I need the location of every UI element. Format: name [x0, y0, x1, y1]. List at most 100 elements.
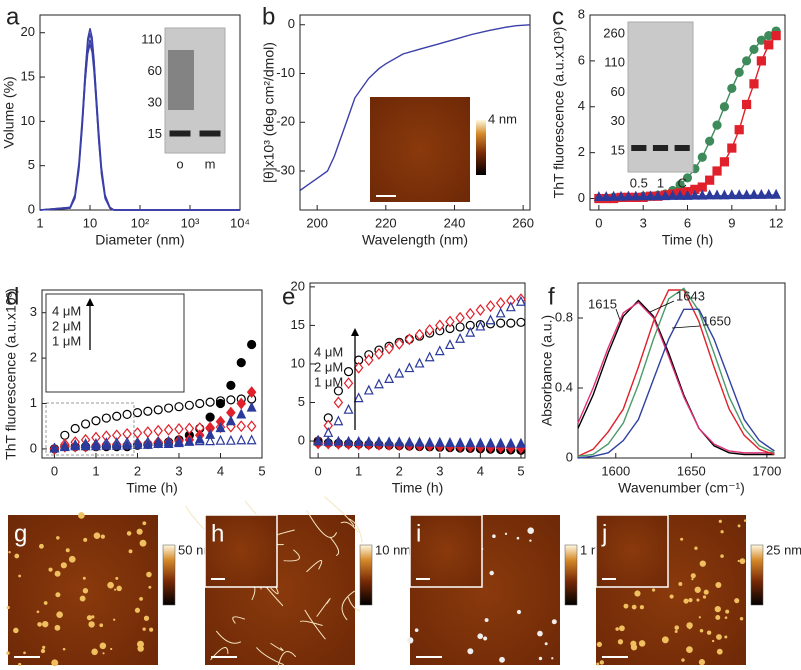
- y-tick-label: 15: [291, 317, 305, 332]
- marker: [719, 157, 730, 167]
- particle: [128, 549, 133, 554]
- marker: [505, 301, 516, 312]
- particle: [743, 519, 747, 522]
- particle: [18, 574, 22, 578]
- marker: [667, 189, 678, 200]
- particle: [82, 576, 86, 580]
- marker: [143, 426, 153, 439]
- marker: [771, 31, 781, 41]
- marker: [343, 435, 354, 446]
- colorbar: [476, 120, 486, 175]
- marker: [174, 437, 184, 448]
- particle: [699, 629, 704, 633]
- marker: [226, 380, 236, 390]
- ladder-label: 30: [148, 94, 162, 109]
- x-axis-label: Time (h): [392, 480, 444, 496]
- marker: [638, 190, 649, 201]
- particle: [414, 628, 419, 633]
- particle: [537, 630, 543, 637]
- marker: [174, 402, 184, 412]
- particle: [39, 543, 44, 549]
- particle: [18, 662, 22, 666]
- marker: [741, 99, 752, 110]
- marker: [697, 189, 708, 200]
- particle: [36, 610, 40, 614]
- marker: [608, 190, 619, 201]
- y-tick-label: 8: [578, 6, 585, 21]
- marker: [333, 415, 344, 426]
- particle: [617, 639, 624, 645]
- panel-letter: b: [262, 3, 275, 30]
- particle: [634, 590, 641, 597]
- fibril: [348, 518, 363, 543]
- lane-label: o: [176, 156, 183, 171]
- marker: [475, 304, 486, 316]
- marker: [727, 143, 737, 153]
- colorbar-label: 25 nm: [766, 542, 801, 557]
- panel-letter: i: [416, 520, 421, 547]
- marker: [205, 412, 215, 422]
- particle: [551, 657, 554, 660]
- x-tick-label: 1700: [752, 463, 781, 478]
- x-tick-label: 6: [684, 215, 691, 230]
- leader-line: [671, 325, 701, 329]
- particle: [88, 621, 95, 628]
- marker: [404, 362, 415, 373]
- marker: [763, 188, 774, 199]
- marker: [60, 430, 70, 440]
- y-tick-label: -10: [276, 65, 295, 80]
- marker: [236, 358, 246, 368]
- marker: [205, 428, 216, 439]
- marker: [90, 440, 101, 451]
- marker: [164, 403, 174, 413]
- particle: [615, 627, 619, 631]
- marker: [652, 190, 663, 201]
- marker: [323, 426, 334, 437]
- marker: [184, 422, 195, 435]
- particle: [538, 656, 543, 661]
- marker: [455, 332, 466, 343]
- series-line: [577, 287, 775, 457]
- particle: [6, 605, 10, 610]
- particle: [115, 576, 119, 580]
- particle: [596, 662, 600, 666]
- marker: [485, 437, 496, 448]
- panel-letter: d: [6, 283, 19, 310]
- particle: [716, 634, 722, 640]
- particle: [499, 656, 505, 663]
- marker: [697, 152, 707, 162]
- y-tick-label: 4: [578, 98, 585, 113]
- particle: [99, 642, 107, 650]
- marker: [246, 401, 257, 412]
- marker: [194, 433, 205, 444]
- y-tick-label: 0: [298, 432, 305, 447]
- marker: [434, 345, 445, 356]
- marker: [675, 189, 686, 200]
- series-line: [299, 24, 531, 192]
- marker: [153, 424, 163, 437]
- particle: [407, 637, 414, 644]
- marker: [515, 295, 526, 306]
- x-tick-label: 240: [444, 215, 466, 230]
- particle: [651, 588, 656, 592]
- gel-band: [652, 145, 669, 151]
- colorbar-label: 10 nm: [375, 542, 411, 557]
- particle: [527, 527, 534, 534]
- lane-label: C: [677, 175, 686, 190]
- fibril: [306, 510, 338, 538]
- y-tick-label: 10: [291, 355, 305, 370]
- y-tick-label: 20: [21, 24, 35, 39]
- particle: [492, 534, 496, 539]
- marker: [153, 438, 164, 448]
- marker: [343, 367, 354, 377]
- marker: [444, 339, 455, 350]
- particle: [674, 630, 678, 633]
- marker: [333, 396, 344, 409]
- particle: [56, 536, 60, 540]
- y-tick-label: 2: [30, 350, 37, 365]
- x-tick-label: 5: [517, 463, 524, 478]
- particle: [631, 604, 637, 610]
- marker: [70, 423, 80, 434]
- particle: [698, 616, 701, 619]
- particle: [82, 588, 89, 594]
